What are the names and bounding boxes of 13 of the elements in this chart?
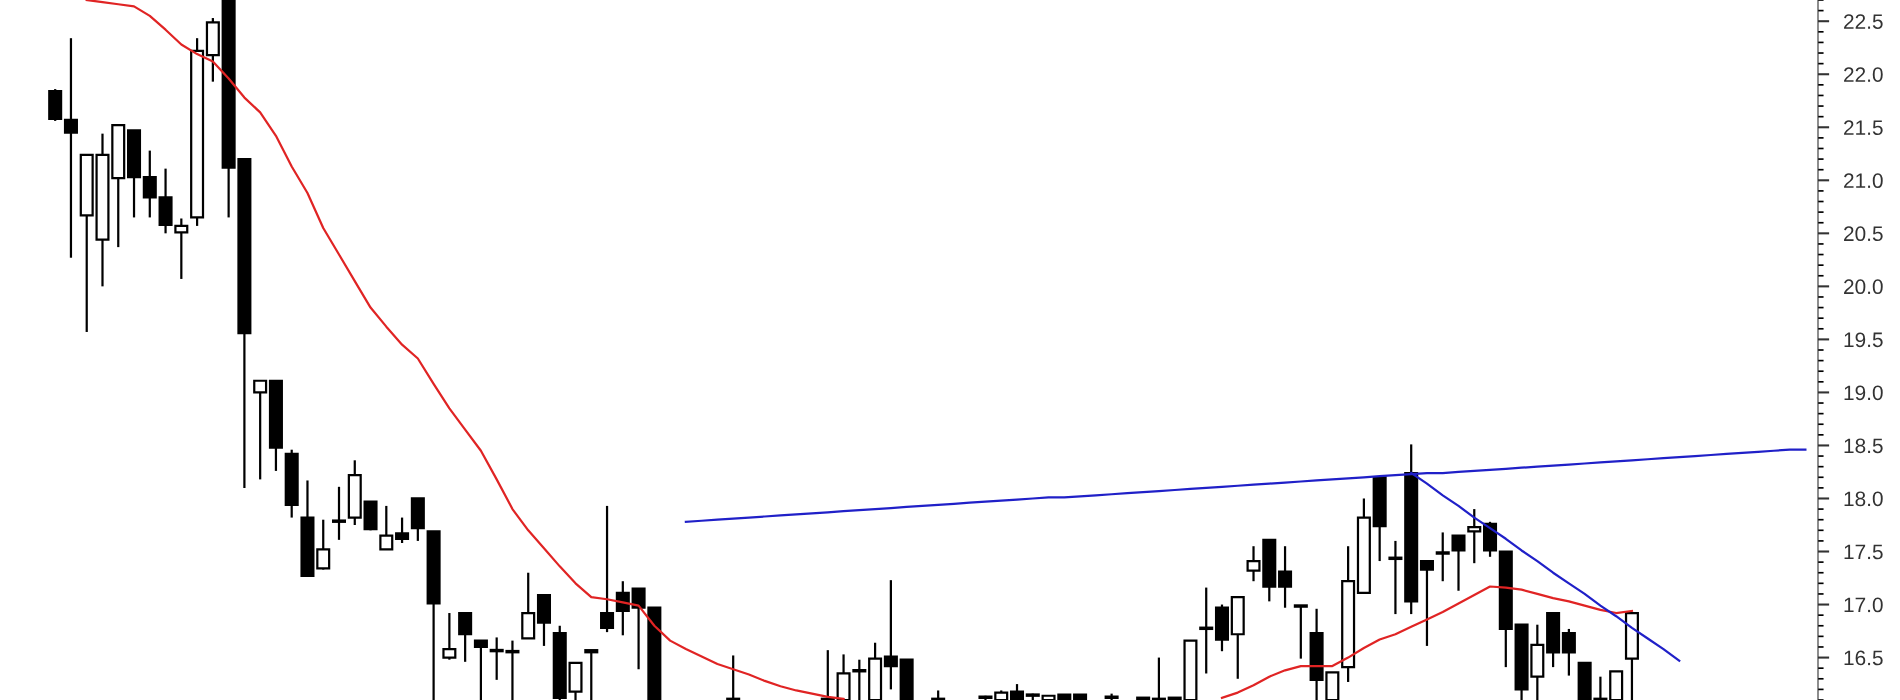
y-tick-label: 16.5: [1844, 650, 1883, 666]
y-tick-label: 20.5: [1844, 226, 1883, 242]
y-tick-label: 21.5: [1844, 120, 1883, 136]
y-tick-label: 17.0: [1844, 597, 1883, 613]
y-tick-label: 19.0: [1844, 385, 1883, 401]
y-tick-label: 20.0: [1844, 279, 1883, 295]
y-tick-label: 21.0: [1844, 173, 1883, 189]
y-tick-label: 22.0: [1844, 67, 1883, 82]
y-tick-label: 18.0: [1844, 491, 1883, 507]
y-tick-label: 18.5: [1844, 438, 1883, 454]
y-tick-label: 17.5: [1844, 544, 1883, 560]
y-tick-label: 22.5: [1844, 14, 1883, 29]
y-tick-label: 19.5: [1844, 332, 1883, 348]
